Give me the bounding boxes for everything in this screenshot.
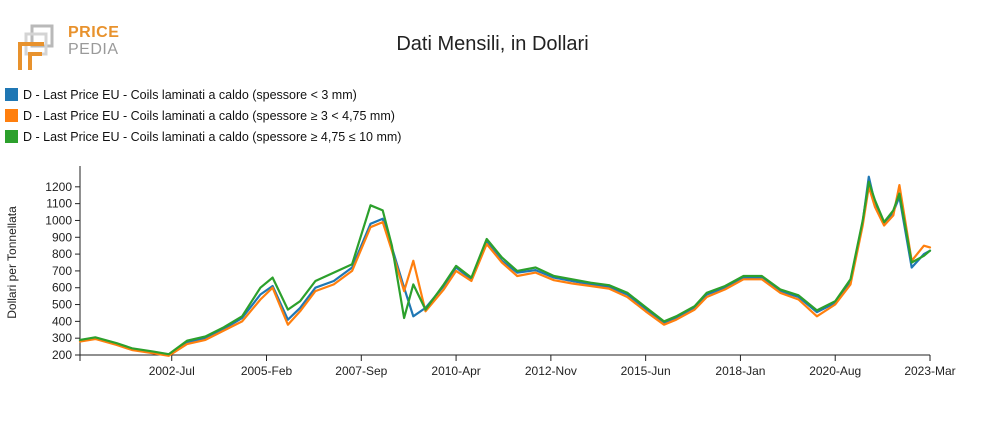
- x-tick-label: 2007-Sep: [335, 364, 387, 378]
- y-tick-label: 500: [52, 298, 72, 312]
- y-tick-label: 800: [52, 247, 72, 261]
- legend-swatch-series1: [5, 88, 18, 101]
- x-tick-label: 2005-Feb: [241, 364, 293, 378]
- y-tick-label: 400: [52, 314, 72, 328]
- x-tick-label: 2020-Aug: [809, 364, 861, 378]
- y-tick-label: 300: [52, 331, 72, 345]
- y-tick-label: 700: [52, 264, 72, 278]
- series-line-3: [78, 180, 932, 356]
- legend-label-series3: D - Last Price EU - Coils laminati a cal…: [23, 129, 402, 144]
- y-tick-label: 600: [52, 281, 72, 295]
- y-tick-label: 1000: [45, 213, 72, 227]
- y-tick-label: 900: [52, 230, 72, 244]
- legend-item-series3[interactable]: D - Last Price EU - Coils laminati a cal…: [5, 126, 401, 147]
- pricepedia-logo-mark: [18, 24, 54, 70]
- legend-swatch-series3: [5, 130, 18, 143]
- brand-line1: PRICE: [68, 24, 120, 41]
- series-layer: [78, 175, 932, 357]
- legend-swatch-series2: [5, 109, 18, 122]
- y-tick-label: 1200: [45, 180, 72, 194]
- pricepedia-logo: PRICE PEDIA: [18, 24, 128, 74]
- y-axis: 200 300 400 500 600 700 800 900 1000 1100 1200: [45, 166, 81, 362]
- legend-item-series1[interactable]: D - Last Price EU - Coils laminati a cal…: [5, 84, 401, 105]
- legend-label-series1: D - Last Price EU - Coils laminati a cal…: [23, 87, 357, 102]
- x-tick-label: 2002-Jul: [149, 364, 195, 378]
- x-tick-label: 2012-Nov: [525, 364, 577, 378]
- x-axis: 2002-Jul 2005-Feb 2007-Sep 2010-Apr 2012-Nov…: [79, 354, 956, 378]
- x-tick-label: 2010-Apr: [431, 364, 480, 378]
- legend-item-series2[interactable]: D - Last Price EU - Coils laminati a cal…: [5, 105, 401, 126]
- brand-line2: PEDIA: [68, 41, 119, 58]
- line-chart: 200 300 400 500 600 700 800 900 1000 1100 1200 200…: [5, 166, 956, 378]
- legend-label-series2: D - Last Price EU - Coils laminati a cal…: [23, 108, 395, 123]
- x-tick-label: 2018-Jan: [715, 364, 765, 378]
- y-axis-title: Dollari per Tonnellata: [5, 206, 19, 319]
- series-line-2: [78, 183, 932, 357]
- x-tick-label: 2023-Mar: [904, 364, 955, 378]
- chart-title: Dati Mensili, in Dollari: [396, 33, 589, 55]
- chart-legend: D - Last Price EU - Coils laminati a cal…: [5, 84, 401, 147]
- x-tick-label: 2015-Jun: [621, 364, 671, 378]
- y-tick-label: 1100: [46, 197, 72, 211]
- y-tick-label: 200: [52, 348, 72, 362]
